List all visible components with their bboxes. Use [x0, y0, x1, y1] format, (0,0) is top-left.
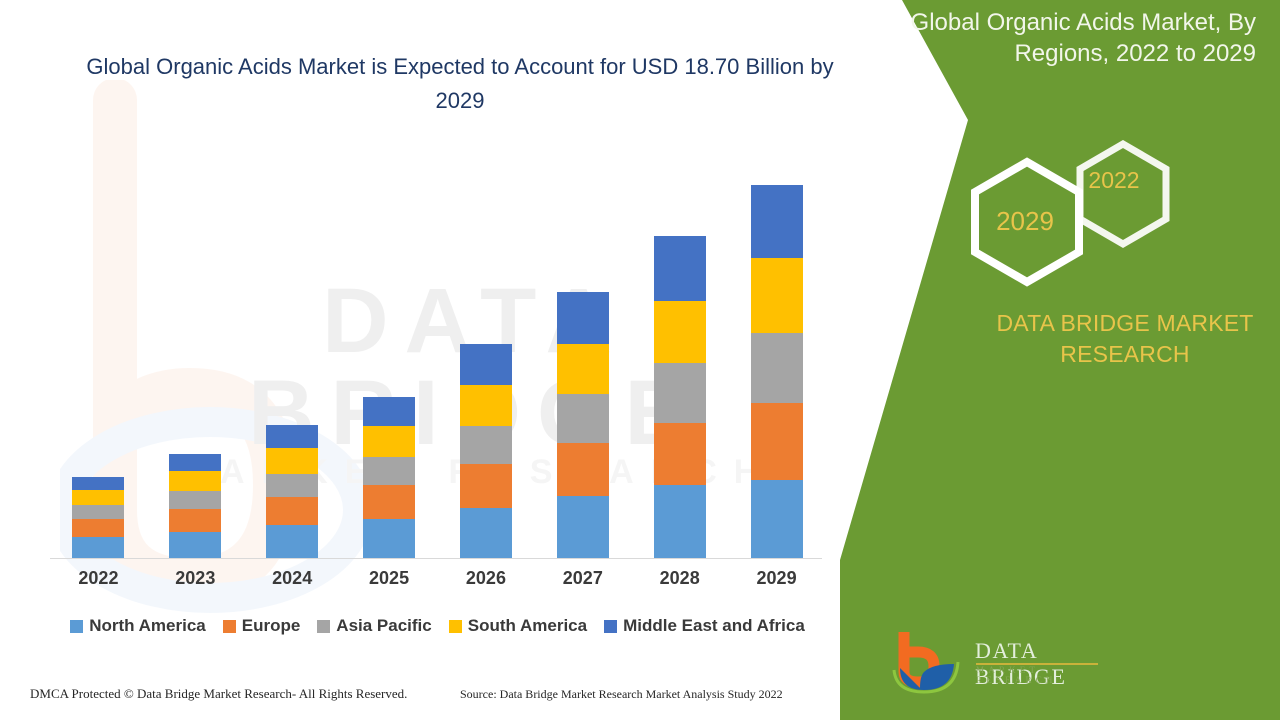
bar-segment [653, 423, 706, 485]
bar-column [244, 425, 340, 558]
legend-swatch-icon [448, 619, 462, 633]
bar-segment [266, 474, 319, 497]
legend-label: Middle East and Africa [623, 616, 805, 635]
x-axis-label: 2024 [272, 568, 313, 588]
logo-tagline: MARKET RESEARCH [976, 665, 1057, 685]
stacked-bar [750, 185, 803, 558]
bar-segment [750, 258, 803, 333]
bar-segment [72, 505, 125, 519]
bar-column [147, 454, 243, 558]
legend-label: Asia Pacific [336, 616, 432, 635]
stacked-bar [653, 236, 706, 558]
bar-segment [556, 394, 609, 443]
bar-segment [459, 344, 512, 385]
bar-segment [556, 443, 609, 496]
bar-segment [72, 490, 125, 505]
bar-column [729, 185, 825, 558]
bar-segment [653, 363, 706, 423]
x-axis-label: 2029 [756, 568, 797, 588]
bar-segment [72, 519, 125, 537]
stacked-bar [169, 454, 222, 558]
bar-segment [459, 508, 512, 558]
legend-item[interactable]: North America [70, 616, 206, 636]
legend-item[interactable]: South America [448, 616, 588, 636]
bar-column [50, 477, 146, 558]
bar-segment [653, 301, 706, 363]
bar-segment [556, 496, 609, 558]
bar-column [535, 292, 631, 558]
x-axis-label: 2023 [175, 568, 216, 588]
bar-column [341, 397, 437, 558]
bar-segment [556, 344, 609, 394]
x-axis-label: 2026 [465, 568, 506, 588]
bar-segment [750, 185, 803, 258]
bar-segment [169, 454, 222, 471]
x-axis-label: 2028 [659, 568, 700, 588]
bar-segment [363, 426, 416, 457]
bar-segment [169, 491, 222, 509]
bar-column [632, 236, 728, 558]
bar-segment [363, 397, 416, 426]
bar-segment [169, 471, 222, 491]
legend-swatch-icon [604, 619, 618, 633]
bar-segment [750, 403, 803, 480]
data-bridge-logo: DATA BRIDGE MARKET RESEARCH [890, 630, 1105, 694]
panel-title: Global Organic Acids Market, By Regions,… [910, 9, 1256, 67]
hexagon-badges: 2029 2022 [965, 139, 1195, 290]
footer-copyright: DMCA Protected © Data Bridge Market Rese… [30, 686, 408, 701]
bar-segment [363, 485, 416, 519]
bar-segment [266, 425, 319, 448]
legend-item[interactable]: Middle East and Africa [604, 616, 805, 636]
logo-mark-icon [892, 630, 960, 694]
bar-segment [653, 485, 706, 558]
bar-segment [266, 497, 319, 525]
x-axis-labels: 2022 2023 2024 2025 2026 2027 2028 2029 [50, 568, 825, 589]
stacked-bar [459, 344, 512, 558]
bar-segment [266, 448, 319, 474]
stacked-bar [363, 397, 416, 558]
legend-label: North America [89, 616, 206, 635]
bar-segment [750, 333, 803, 403]
hexagon-outlines [971, 139, 1170, 287]
chart-title: Global Organic Acids Market is Expected … [86, 54, 834, 114]
bar-segment [459, 426, 512, 464]
legend-item[interactable]: Asia Pacific [317, 616, 432, 636]
panel-brand-name: DATA BRIDGE MARKET RESEARCH [996, 310, 1254, 367]
bar-segment [169, 532, 222, 558]
stacked-bar [266, 425, 319, 558]
bar-segment [363, 457, 416, 485]
bar-segment [169, 509, 222, 532]
legend-item[interactable]: Europe [222, 616, 301, 636]
legend-swatch-icon [222, 619, 236, 633]
bar-segment [72, 477, 125, 490]
stacked-bar [72, 477, 125, 558]
bar-segment [266, 525, 319, 558]
bar-segment [363, 519, 416, 558]
legend-swatch-icon [317, 619, 331, 633]
legend-label: Europe [241, 616, 301, 635]
x-axis-line [50, 558, 822, 559]
x-axis-label: 2022 [78, 568, 119, 588]
bar-column [438, 344, 534, 558]
legend-swatch-icon [70, 619, 84, 633]
legend-label: South America [467, 616, 588, 635]
x-axis-label: 2027 [562, 568, 603, 588]
bar-segment [459, 385, 512, 426]
bar-segment [653, 236, 706, 301]
bar-segment [459, 464, 512, 508]
x-axis-label: 2025 [369, 568, 410, 588]
logo-wordmark: DATA BRIDGE [975, 638, 1067, 689]
stacked-bar-chart [50, 160, 825, 558]
stacked-bar [556, 292, 609, 558]
bar-segment [750, 480, 803, 558]
bar-segment [72, 537, 125, 558]
logo-divider [976, 663, 1098, 665]
chart-legend: North America Europe Asia Pacific South Ame… [50, 616, 825, 636]
bar-segment [556, 292, 609, 344]
footer-source: Source: Data Bridge Market Research Mark… [460, 687, 783, 701]
